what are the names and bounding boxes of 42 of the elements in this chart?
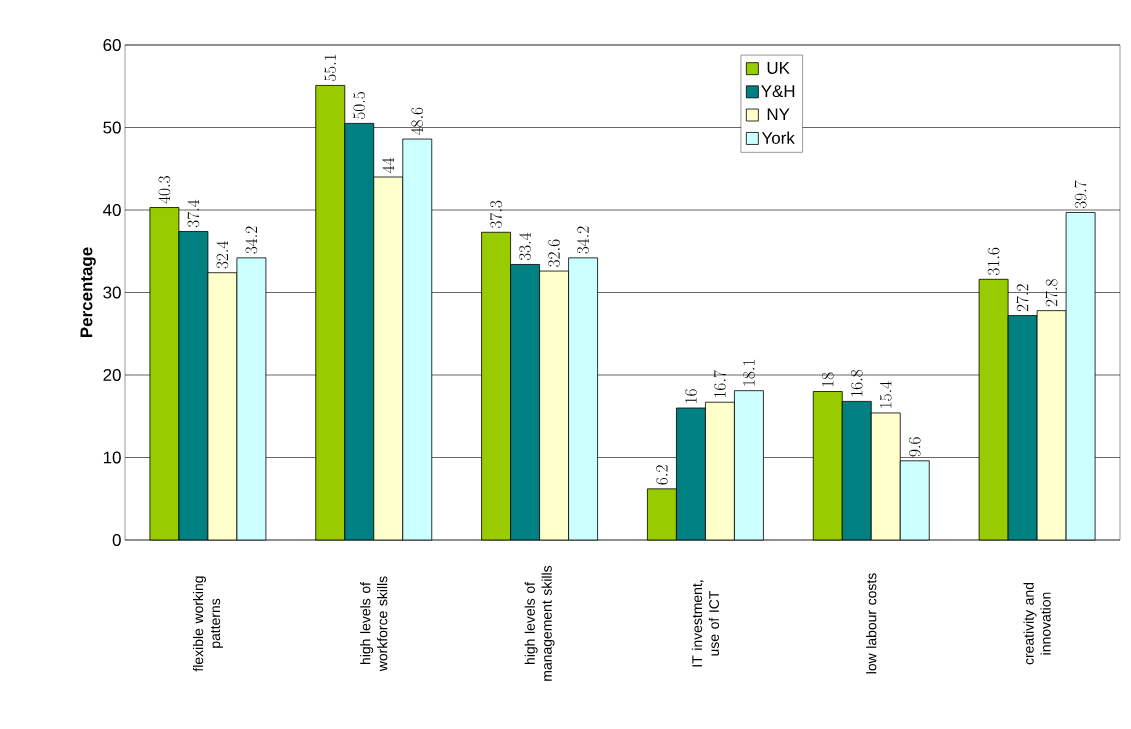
y-tick-label: 40 [103,204,121,216]
data-label: 27.8 [1045,279,1058,307]
data-label: 34.2 [577,226,589,254]
data-label: 55. 1 [324,54,337,81]
y-tick-label: 30 [103,286,121,299]
y-tick-label: 10 [103,451,121,464]
legend-label: York [761,131,795,144]
data-label: 18 [821,372,834,387]
x-tick-label: IT investment, use of ICT [691,580,720,667]
data-label: 15.4 [879,381,892,408]
data-label: 40.3 [158,176,171,204]
x-tick-label: creativity and innovation [1023,582,1051,665]
y-tick-label: 60 [103,39,121,51]
data-label: 37.4 [187,199,200,228]
data-label: 9.6 [908,437,921,457]
data-label: 48.6 [411,107,424,135]
y-tick-label: 50 [103,121,121,134]
data-label: 37.3 [489,200,502,228]
y-tick-label: 0 [112,534,121,546]
data-label: 27.2 [1016,284,1029,312]
x-tick-label: high levels of management skills [524,565,555,681]
legend-label: Y&H [761,85,795,98]
legend-label: NY [767,108,790,121]
y-axis-title: Percentage [80,247,96,338]
x-tick-label: high levels of workforce skills [360,576,388,672]
data-label: 16.8 [850,369,863,397]
data-label: 31 .6 [987,247,1000,276]
x-tick-label: flexible working patterns [192,576,223,672]
x-tick-label: low labour costs [866,573,877,674]
data-label: 50.5 [353,92,366,119]
data-label: 16 [685,389,697,403]
data-label: 34.2 [245,226,258,254]
data-label: 32.6 [548,239,560,267]
y-tick-label: 20 [103,369,121,381]
data-label: 33.4 [519,232,531,261]
data-label: 6.2 [656,465,668,485]
data-label: 32.4 [216,240,229,269]
data-label: 16.7 [713,370,726,398]
data-label: 44 [382,157,394,173]
data-label: 39.7 [1074,180,1087,209]
data-label: 18. 1 [743,359,755,386]
legend-label: UK [767,62,790,74]
